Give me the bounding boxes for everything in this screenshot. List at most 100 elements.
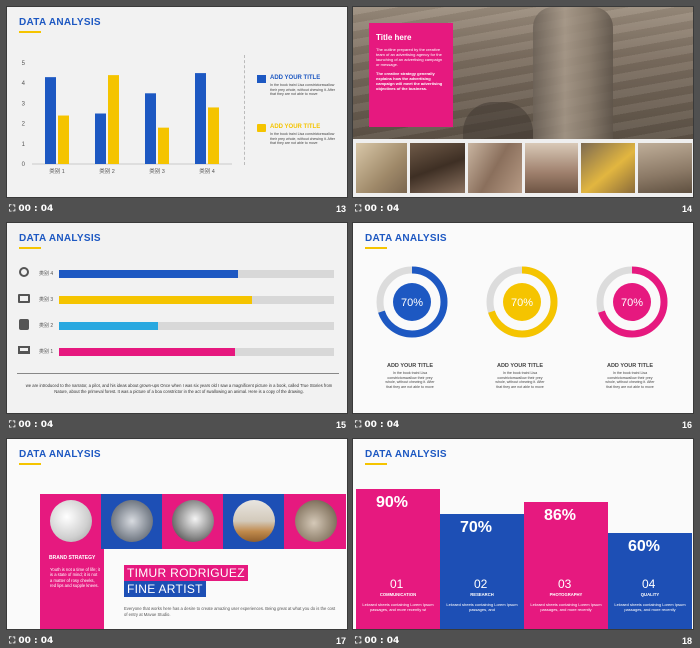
slide-footer: ⛶ 00 : 04 18: [352, 632, 694, 648]
ring-text-3: ADD YOUR TITLE In the book traini Lisa c…: [585, 363, 675, 389]
title-underline: [365, 247, 387, 249]
circle-photo-4: [233, 500, 275, 542]
slide-15[interactable]: DATA ANALYSIS 类别 4 类别 3 类别 2 类别 1 w: [6, 222, 348, 414]
name-label: TIMUR RODRIGUEZ: [124, 565, 248, 581]
side-item-1: ADD YOUR TITLE In the book traini Lisa c…: [257, 75, 339, 97]
title-underline: [19, 247, 41, 249]
ring-desc: In the book traini Lisa constrictorswall…: [495, 371, 545, 389]
timing: ⛶ 00 : 04: [9, 204, 53, 214]
bar-label: 类别 2: [39, 323, 54, 329]
title-underline: [19, 463, 41, 465]
column-1: 90% 01 COMMUNICATION Lekraed sheets cont…: [356, 489, 440, 629]
bar-fill: [59, 348, 235, 356]
slide-number: 18: [681, 636, 692, 646]
slide-title: DATA ANALYSIS: [19, 17, 101, 28]
bar: [108, 75, 119, 164]
x-tick-label: 类别 3: [149, 167, 165, 175]
column-number: 04: [642, 577, 656, 591]
x-tick-label: 类别 4: [199, 167, 215, 175]
timing: ⛶ 00 : 04: [9, 636, 53, 646]
bar-row-4: 类别 1: [17, 345, 337, 359]
slide-number: 15: [335, 420, 346, 430]
slide-footer: ⛶ 00 : 04 14: [352, 200, 694, 218]
slide-17[interactable]: DATA ANALYSIS BRAND STRATEGY Youth is no…: [6, 438, 348, 630]
ring-value-label: 70%: [511, 297, 533, 309]
side-text: In the book traini Lisa constrictorswall…: [270, 132, 336, 146]
bar-row-3: 类别 2: [17, 319, 337, 333]
column-3: 86% 03 PHOTOGRAPHY Lekraed sheets contai…: [524, 502, 608, 629]
ring-desc: In the book traini Lisa constrictorswall…: [605, 371, 655, 389]
y-tick-label: 2: [22, 122, 26, 128]
slide-timing: 00 : 04: [364, 204, 400, 214]
ring-progress: [596, 266, 668, 338]
slide-13[interactable]: DATA ANALYSIS 0 1 2 3 4 5 类别 1 类别 2 类别 3 类别 4 ADD…: [6, 6, 348, 198]
y-tick-label: 3: [22, 101, 26, 107]
ring-desc: In the book traini Lisa constrictorswall…: [385, 371, 435, 389]
circle-photo-2: [111, 500, 153, 542]
slide-18[interactable]: DATA ANALYSIS 90% 01 COMMUNICATION Lekra…: [352, 438, 694, 630]
bar: [95, 113, 106, 164]
trophy-icon: [19, 267, 29, 277]
timing: ⛶ 00 : 04: [355, 420, 399, 430]
ring-progress: [486, 266, 558, 338]
bar: [158, 127, 169, 164]
column-label: RESEARCH: [470, 592, 494, 597]
briefcase-icon: [18, 294, 30, 303]
thumb-photo-1: [356, 143, 407, 193]
slide-title: DATA ANALYSIS: [19, 233, 101, 244]
y-tick-label: 1: [22, 142, 26, 148]
thumb-photo-3: [468, 143, 522, 193]
transition-icon: ⛶: [9, 636, 16, 646]
ring-center: [613, 283, 651, 321]
ring-center: [503, 283, 541, 321]
slide-timing: 00 : 04: [364, 420, 400, 430]
column-label: COMMUNICATION: [379, 592, 417, 597]
bar-label: 类别 3: [39, 297, 54, 303]
x-tick-label: 类别 1: [49, 167, 65, 175]
timing: ⛶ 00 : 04: [355, 204, 399, 214]
slide-footer: ⛶ 00 : 04 15: [6, 416, 348, 434]
slide-number: 16: [681, 420, 692, 430]
brand-title: BRAND STRATEGY: [49, 555, 96, 561]
transition-icon: ⛶: [9, 420, 16, 430]
slide-14[interactable]: Title here The outline prepared by the c…: [352, 6, 694, 198]
column-percent: 60%: [628, 538, 661, 555]
column-text: Lekraed sheets containing Lorem Ipsum pa…: [614, 602, 686, 612]
slide-number: 14: [681, 204, 692, 214]
slide-number: 13: [335, 204, 346, 214]
slide-timing: 00 : 04: [364, 636, 400, 646]
bar-row-1: 类别 4: [17, 267, 337, 281]
bar-fill: [59, 270, 238, 278]
slide-timing: 00 : 04: [18, 204, 54, 214]
bar-label: 类别 1: [39, 349, 54, 355]
bar-chart: 0 1 2 3 4 5 类别 1 类别 2 类别 3 类别 4: [22, 61, 232, 175]
side-heading: ADD YOUR TITLE: [270, 124, 321, 130]
thumb-photo-5: [581, 143, 635, 193]
transition-icon: ⛶: [9, 204, 16, 214]
column-number: 01: [390, 577, 404, 591]
brand-text: Youth is not a time of life; it is a sta…: [50, 567, 100, 589]
bar: [45, 77, 56, 164]
box-text: The outline prepared by the creative tea…: [376, 47, 443, 67]
column-number: 03: [558, 577, 572, 591]
slide-footer: ⛶ 00 : 04 16: [352, 416, 694, 434]
y-tick-label: 0: [22, 162, 26, 168]
slide-16[interactable]: DATA ANALYSIS 70% 70% 70% ADD YOUR TITLE I…: [352, 222, 694, 414]
child-shadow: [463, 102, 533, 139]
side-heading: ADD YOUR TITLE: [270, 75, 321, 81]
ring-charts: 70% 70% 70%: [376, 266, 668, 338]
bar-fill: [59, 296, 252, 304]
presentation-icon: [18, 346, 30, 354]
side-text: In the book traini Lisa constrictorswall…: [270, 83, 336, 97]
column-percent: 86%: [544, 507, 577, 524]
title-underline: [19, 31, 41, 33]
column-2: 70% 02 RESEARCH Lekraed sheets containin…: [440, 514, 524, 629]
thumb-photo-4: [525, 143, 578, 193]
column-label: PHOTOGRAPHY: [549, 592, 583, 597]
circle-photo-1: [50, 500, 92, 542]
bar-row-2: 类别 3: [17, 293, 337, 307]
bar-label: 类别 4: [39, 271, 54, 277]
phone-icon: [19, 319, 29, 330]
title-underline: [365, 463, 387, 465]
slide-footer: ⛶ 00 : 04 17: [6, 632, 348, 648]
